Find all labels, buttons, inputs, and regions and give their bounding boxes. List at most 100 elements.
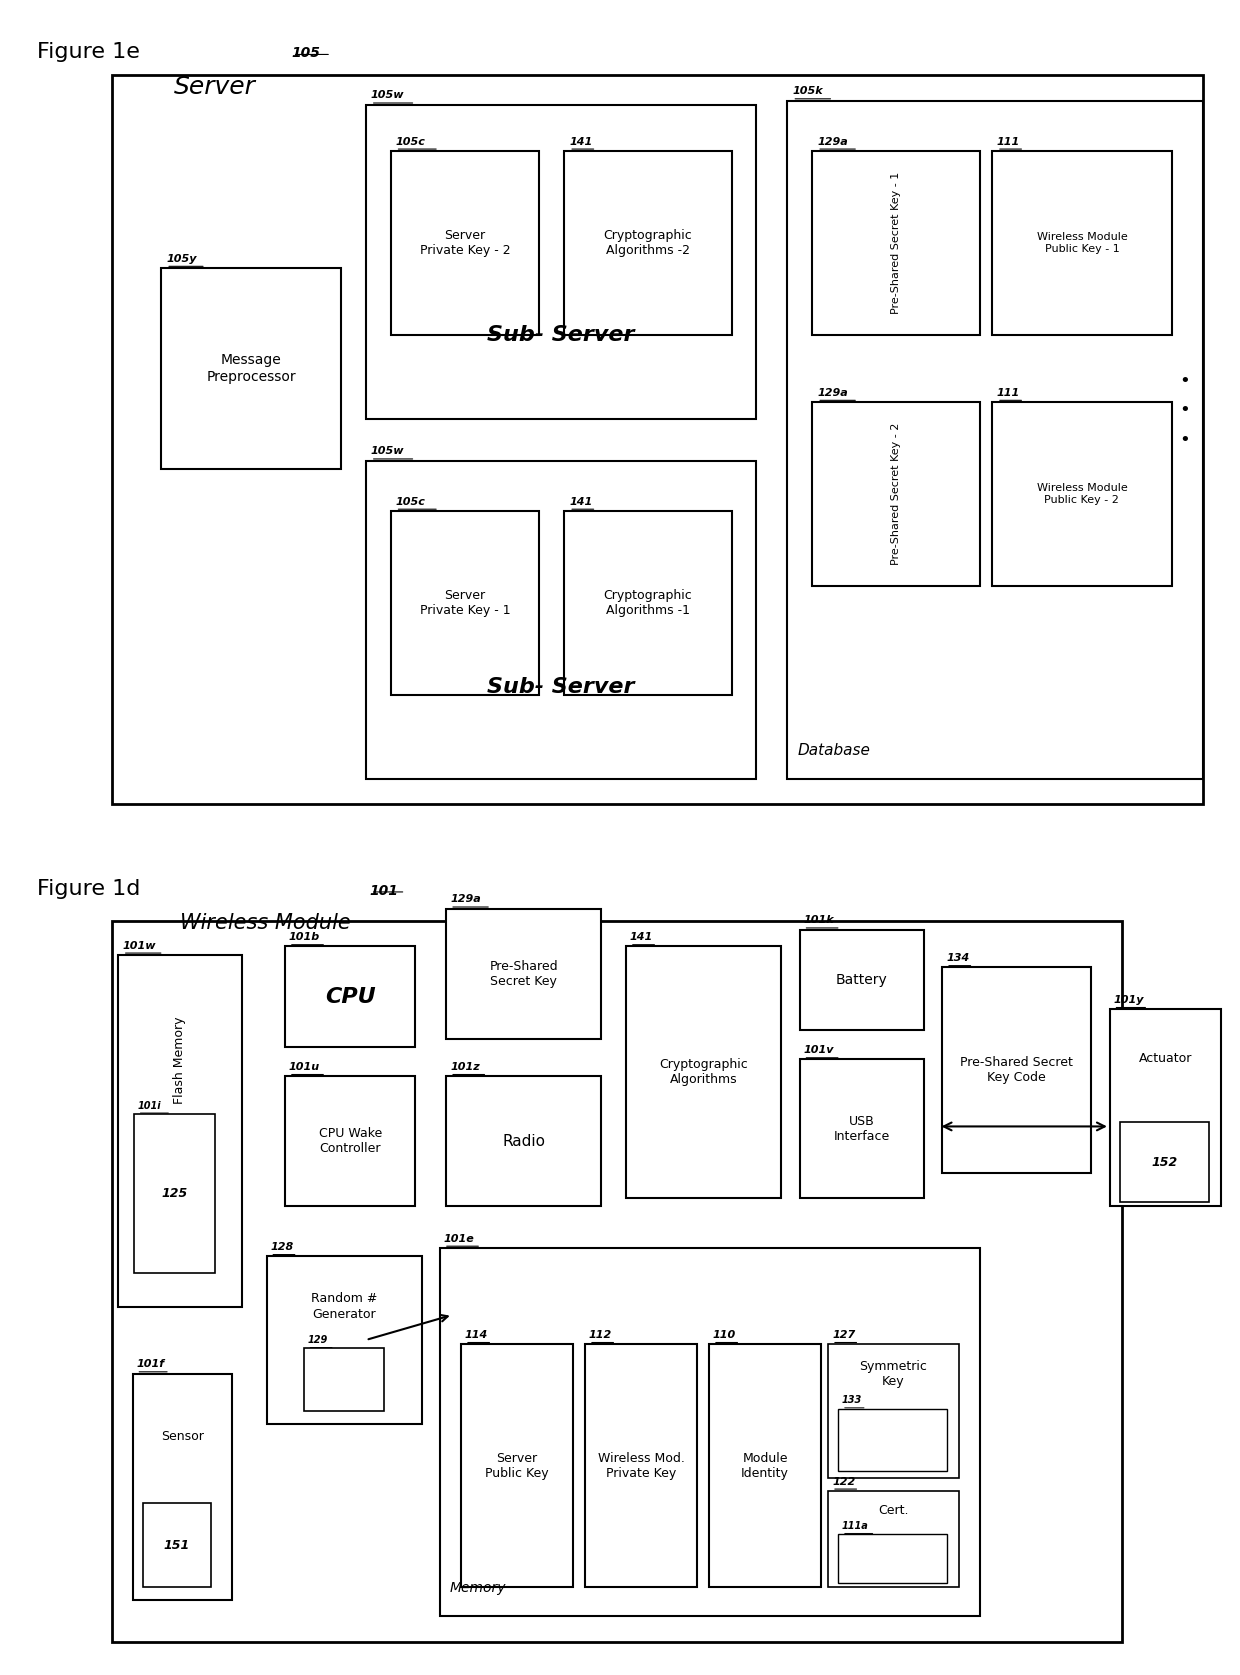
Text: Pre-Shared Secret Key - 1: Pre-Shared Secret Key - 1	[890, 173, 901, 313]
Bar	[391, 511, 539, 695]
Text: Server
Public Key: Server Public Key	[485, 1452, 549, 1479]
Text: Figure 1e: Figure 1e	[37, 42, 140, 62]
Text: 101b: 101b	[289, 933, 320, 941]
Text: 101: 101	[370, 884, 398, 898]
Text: 101f: 101f	[136, 1360, 165, 1370]
Text: •: •	[1179, 402, 1189, 419]
Bar	[992, 402, 1172, 586]
Text: Sensor: Sensor	[161, 1430, 203, 1444]
Text: 101u: 101u	[289, 1062, 320, 1072]
Text: USB
Interface: USB Interface	[833, 1114, 890, 1142]
Text: 105c: 105c	[396, 137, 425, 147]
Text: 111: 111	[997, 137, 1021, 147]
Text: 127: 127	[832, 1330, 856, 1340]
Text: 101z: 101z	[450, 1062, 480, 1072]
Text: Battery: Battery	[836, 973, 888, 987]
Text: 141: 141	[569, 497, 593, 506]
Bar	[440, 1248, 980, 1616]
Bar	[304, 1348, 384, 1410]
Bar	[134, 1114, 215, 1273]
Text: 125: 125	[161, 1188, 187, 1199]
Bar	[564, 511, 732, 695]
Text: Random #
Generator: Random # Generator	[311, 1293, 377, 1320]
Text: •: •	[1179, 372, 1189, 390]
Text: Figure 1d: Figure 1d	[37, 879, 140, 899]
Text: Cryptographic
Algorithms -2: Cryptographic Algorithms -2	[604, 229, 692, 256]
Text: 114: 114	[465, 1330, 489, 1340]
Text: 134: 134	[946, 953, 970, 963]
Text: Wireless Module
Public Key - 1: Wireless Module Public Key - 1	[1037, 233, 1127, 253]
Bar	[112, 75, 1203, 804]
Text: Pre-Shared Secret
Key Code: Pre-Shared Secret Key Code	[960, 1055, 1074, 1084]
Text: •: •	[1179, 430, 1189, 449]
Text: Pre-Shared Secret Key - 2: Pre-Shared Secret Key - 2	[890, 422, 901, 566]
Text: 111a: 111a	[842, 1521, 869, 1531]
Text: Wireless Module: Wireless Module	[180, 913, 351, 933]
Text: Cryptographic
Algorithms: Cryptographic Algorithms	[660, 1059, 748, 1085]
Text: Pre-Shared
Secret Key: Pre-Shared Secret Key	[490, 960, 558, 988]
Text: Cert.: Cert.	[878, 1504, 909, 1516]
Text: 151: 151	[164, 1539, 190, 1551]
Text: 141: 141	[630, 933, 653, 941]
Text: Server: Server	[174, 75, 255, 99]
Bar	[626, 946, 781, 1198]
Text: Module
Identity: Module Identity	[742, 1452, 789, 1479]
Text: 105c: 105c	[396, 497, 425, 506]
Text: Server
Private Key - 1: Server Private Key - 1	[419, 590, 511, 616]
Text: Wireless Module
Public Key - 2: Wireless Module Public Key - 2	[1037, 484, 1127, 504]
Bar	[267, 1256, 422, 1424]
Text: Symmetric
Key: Symmetric Key	[859, 1360, 928, 1387]
Text: Wireless Mod.
Private Key: Wireless Mod. Private Key	[598, 1452, 684, 1479]
Bar	[446, 908, 601, 1038]
Text: 152: 152	[1151, 1156, 1178, 1169]
Bar	[812, 402, 980, 586]
Bar	[391, 151, 539, 335]
Text: 105: 105	[291, 45, 320, 60]
Bar	[161, 268, 341, 469]
Text: Actuator: Actuator	[1138, 1052, 1193, 1065]
Bar	[366, 461, 756, 779]
Bar	[838, 1409, 947, 1472]
Text: CPU Wake
Controller: CPU Wake Controller	[319, 1127, 382, 1156]
Text: 129a: 129a	[450, 894, 481, 904]
Bar	[118, 955, 242, 1306]
Text: 110: 110	[713, 1330, 737, 1340]
Text: Radio: Radio	[502, 1134, 546, 1149]
Text: Cryptographic
Algorithms -1: Cryptographic Algorithms -1	[604, 590, 692, 616]
Text: 105w: 105w	[371, 447, 404, 456]
Text: 133: 133	[842, 1395, 862, 1405]
Text: 129a: 129a	[817, 137, 848, 147]
Text: 105w: 105w	[371, 90, 404, 100]
Bar	[133, 1374, 232, 1600]
Bar	[992, 151, 1172, 335]
Bar	[838, 1534, 947, 1583]
Bar	[1110, 1008, 1221, 1206]
Text: 128: 128	[270, 1243, 294, 1253]
Text: 129: 129	[308, 1335, 327, 1345]
Text: 101y: 101y	[1114, 995, 1145, 1005]
Bar	[461, 1343, 573, 1588]
Bar	[942, 968, 1091, 1172]
Text: 141: 141	[569, 137, 593, 147]
Text: Memory: Memory	[450, 1581, 507, 1595]
Text: Message
Preprocessor: Message Preprocessor	[206, 353, 296, 384]
Bar	[366, 104, 756, 419]
Bar	[828, 1491, 959, 1588]
Bar	[828, 1343, 959, 1477]
Text: CPU: CPU	[325, 987, 376, 1007]
Text: 101v: 101v	[804, 1045, 835, 1055]
Text: Flash Memory: Flash Memory	[174, 1017, 186, 1104]
Text: 112: 112	[589, 1330, 613, 1340]
Bar	[446, 1075, 601, 1206]
Bar	[800, 1060, 924, 1198]
Text: 101w: 101w	[123, 941, 156, 951]
Text: Sub- Server: Sub- Server	[487, 677, 635, 697]
Bar	[812, 151, 980, 335]
Text: 101e: 101e	[444, 1234, 475, 1243]
Bar	[285, 946, 415, 1047]
Text: Sub- Server: Sub- Server	[487, 325, 635, 345]
Text: Server
Private Key - 2: Server Private Key - 2	[419, 229, 511, 256]
Text: Database: Database	[797, 744, 870, 757]
Text: 101k: 101k	[804, 916, 835, 925]
Bar	[709, 1343, 821, 1588]
